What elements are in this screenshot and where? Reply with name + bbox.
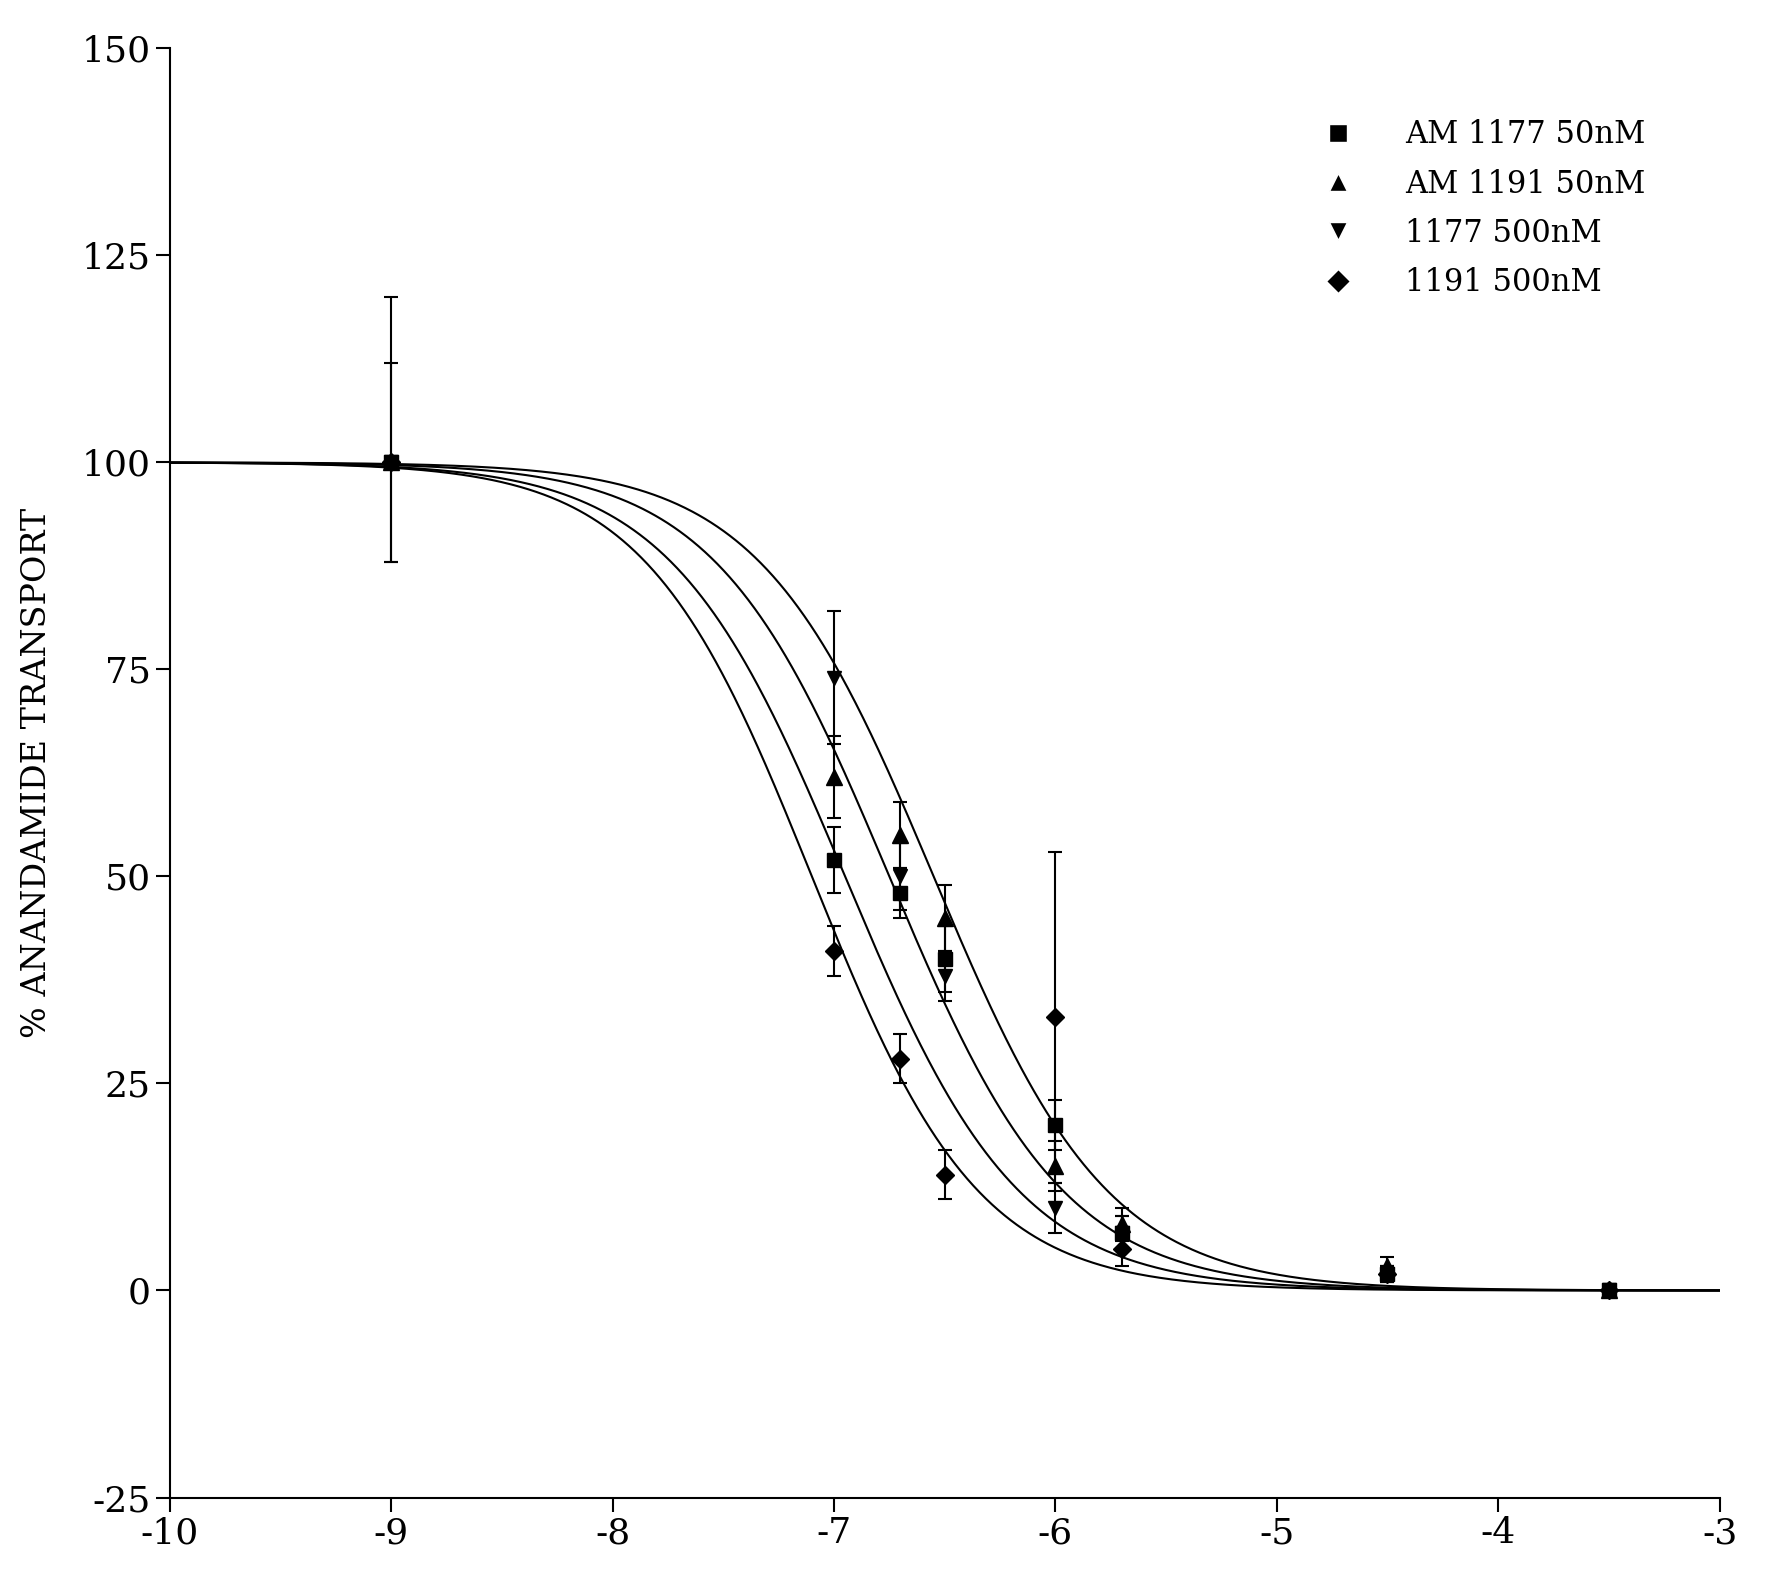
Y-axis label: % ANANDAMIDE TRANSPORT: % ANANDAMIDE TRANSPORT [21,507,53,1038]
Legend: AM 1177 50nM, AM 1191 50nM, 1177 500nM, 1191 500nM: AM 1177 50nM, AM 1191 50nM, 1177 500nM, … [1295,106,1659,311]
